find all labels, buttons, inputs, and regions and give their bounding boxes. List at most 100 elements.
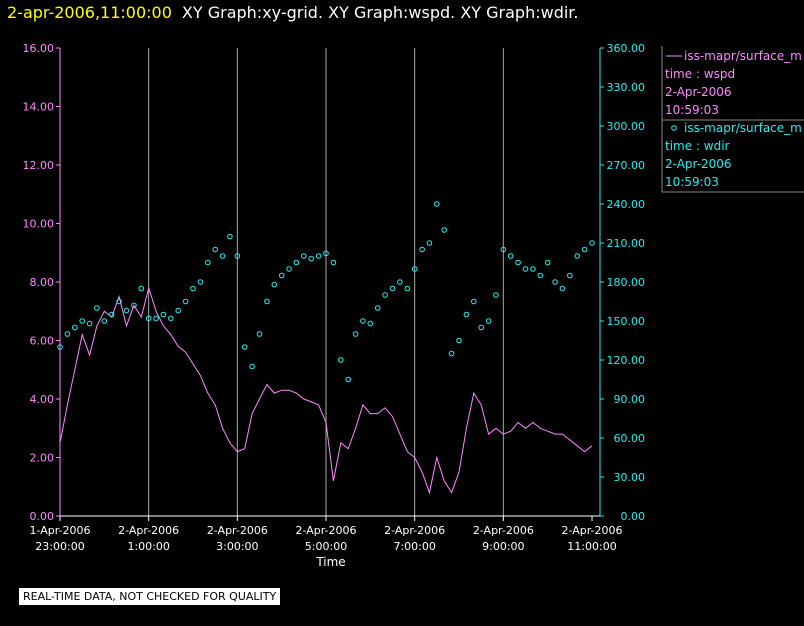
- wdir-point: [286, 266, 292, 272]
- wdir-point: [190, 285, 196, 292]
- x-axis-tick-label-time: 23:00:00: [35, 540, 84, 553]
- wdir-point: [345, 376, 352, 383]
- wdir-point: [131, 302, 137, 309]
- legend-series-date: 2-Apr-2006: [665, 157, 732, 171]
- left-axis-tick-label: 2.00: [30, 452, 55, 465]
- wdir-point: [116, 298, 122, 305]
- wdir-point: [241, 344, 248, 350]
- legend-circle-symbol: [671, 125, 677, 131]
- wdir-point: [234, 253, 241, 259]
- wdir-point: [323, 250, 329, 257]
- left-axis-tick-label: 16.00: [23, 42, 55, 55]
- wdir-point: [471, 298, 477, 305]
- wdir-point: [426, 240, 433, 246]
- wdir-point: [581, 246, 588, 253]
- axes: 0.00 2.00 4.00 6.00 8.00 10.00 12.00 14.00 16.00…: [23, 42, 646, 553]
- wdir-point: [493, 292, 499, 298]
- right-axis-tick-label: 270.00: [607, 159, 646, 172]
- legend-series-name: iss-mapr/surface_m: [684, 49, 802, 63]
- wdir-point: [374, 305, 381, 311]
- wdir-point: [397, 279, 403, 285]
- wdir-point: [79, 318, 85, 324]
- wdir-point: [293, 259, 300, 266]
- x-axis-tick-label-date: 2-Apr-2006: [207, 524, 268, 537]
- wdir-point: [500, 246, 507, 253]
- wdir-point: [544, 259, 551, 266]
- wdir-point: [64, 331, 71, 337]
- x-axis-tick-label-date: 2-Apr-2006: [295, 524, 356, 537]
- legend-series-param: time : wspd: [665, 67, 735, 81]
- right-axis-tick-label: 0.00: [621, 510, 646, 523]
- wdir-series: [57, 201, 595, 383]
- wdir-point: [315, 253, 322, 259]
- right-axis-tick-label: 180.00: [607, 276, 646, 289]
- wdir-point: [160, 311, 167, 318]
- wdir-point: [145, 315, 152, 322]
- wdir-point: [72, 324, 78, 331]
- left-axis-tick-label: 8.00: [30, 276, 55, 289]
- right-axis-tick-label: 300.00: [607, 120, 646, 133]
- wdir-point: [123, 307, 130, 314]
- left-axis-tick-label: 10.00: [23, 218, 55, 231]
- wdir-point: [182, 298, 189, 305]
- left-axis-tick-label: 6.00: [30, 335, 55, 348]
- wdir-point: [86, 320, 93, 327]
- wdir-point: [212, 246, 218, 253]
- legend-series-name: iss-mapr/surface_m: [684, 121, 802, 135]
- wdir-point: [249, 363, 255, 370]
- wdir-point: [278, 272, 285, 279]
- wdir-point: [404, 285, 411, 292]
- legend-series-time: 10:59:03: [665, 103, 719, 117]
- x-axis-tick-label-date: 1-Apr-2006: [29, 524, 90, 537]
- wdir-point: [168, 315, 174, 322]
- x-axis-tick-label-time: 11:00:00: [567, 540, 616, 553]
- wdir-point: [205, 259, 211, 266]
- right-axis-tick-label: 240.00: [607, 198, 646, 211]
- left-axis-tick-label: 12.00: [23, 159, 55, 172]
- wdir-point: [94, 305, 100, 311]
- wdir-point: [559, 285, 566, 292]
- wdir-point: [478, 324, 485, 331]
- wdir-point: [448, 350, 455, 357]
- right-axis-tick-label: 30.00: [614, 471, 646, 484]
- x-axis-tick-label-date: 2-Apr-2006: [561, 524, 622, 537]
- left-axis-tick-label: 14.00: [23, 101, 55, 114]
- wdir-point: [530, 266, 536, 272]
- wdir-point: [308, 255, 315, 262]
- wdir-point: [330, 259, 337, 266]
- wdir-point: [138, 285, 145, 292]
- x-axis-tick-label-time: 1:00:00: [127, 540, 169, 553]
- right-axis-tick-label: 120.00: [607, 354, 646, 367]
- wdir-point: [574, 253, 581, 259]
- wdir-point: [456, 337, 462, 344]
- wdir-point: [419, 246, 425, 253]
- right-axis-tick-label: 210.00: [607, 237, 646, 250]
- wdir-point: [271, 281, 278, 288]
- wdir-point: [463, 311, 470, 318]
- wdir-point: [507, 253, 514, 259]
- legend-series-time: 10:59:03: [665, 175, 719, 189]
- legend-series-date: 2-Apr-2006: [665, 85, 732, 99]
- wdir-point: [537, 272, 544, 279]
- legend-series-param: time : wdir: [665, 139, 730, 153]
- left-axis-tick-label: 0.00: [30, 510, 55, 523]
- wdir-point: [389, 285, 396, 292]
- header-title: XY Graph:xy-grid. XY Graph:wspd. XY Grap…: [181, 3, 579, 22]
- x-axis-tick-label-date: 2-Apr-2006: [384, 524, 445, 537]
- right-axis-tick-label: 360.00: [607, 42, 646, 55]
- wdir-point: [197, 279, 204, 285]
- header-timestamp: 2-apr-2006,11:00:00: [7, 3, 172, 22]
- wdir-point: [567, 272, 573, 279]
- wdir-point: [352, 331, 359, 337]
- right-axis-tick-label: 60.00: [614, 432, 646, 445]
- wdir-point: [175, 307, 181, 314]
- wdir-point: [441, 227, 448, 233]
- x-axis-label: Time: [315, 555, 345, 569]
- wdir-point: [227, 233, 233, 240]
- wdir-point: [264, 298, 270, 305]
- wdir-point: [101, 318, 108, 324]
- wdir-point: [552, 279, 558, 285]
- left-axis-tick-label: 4.00: [30, 393, 55, 406]
